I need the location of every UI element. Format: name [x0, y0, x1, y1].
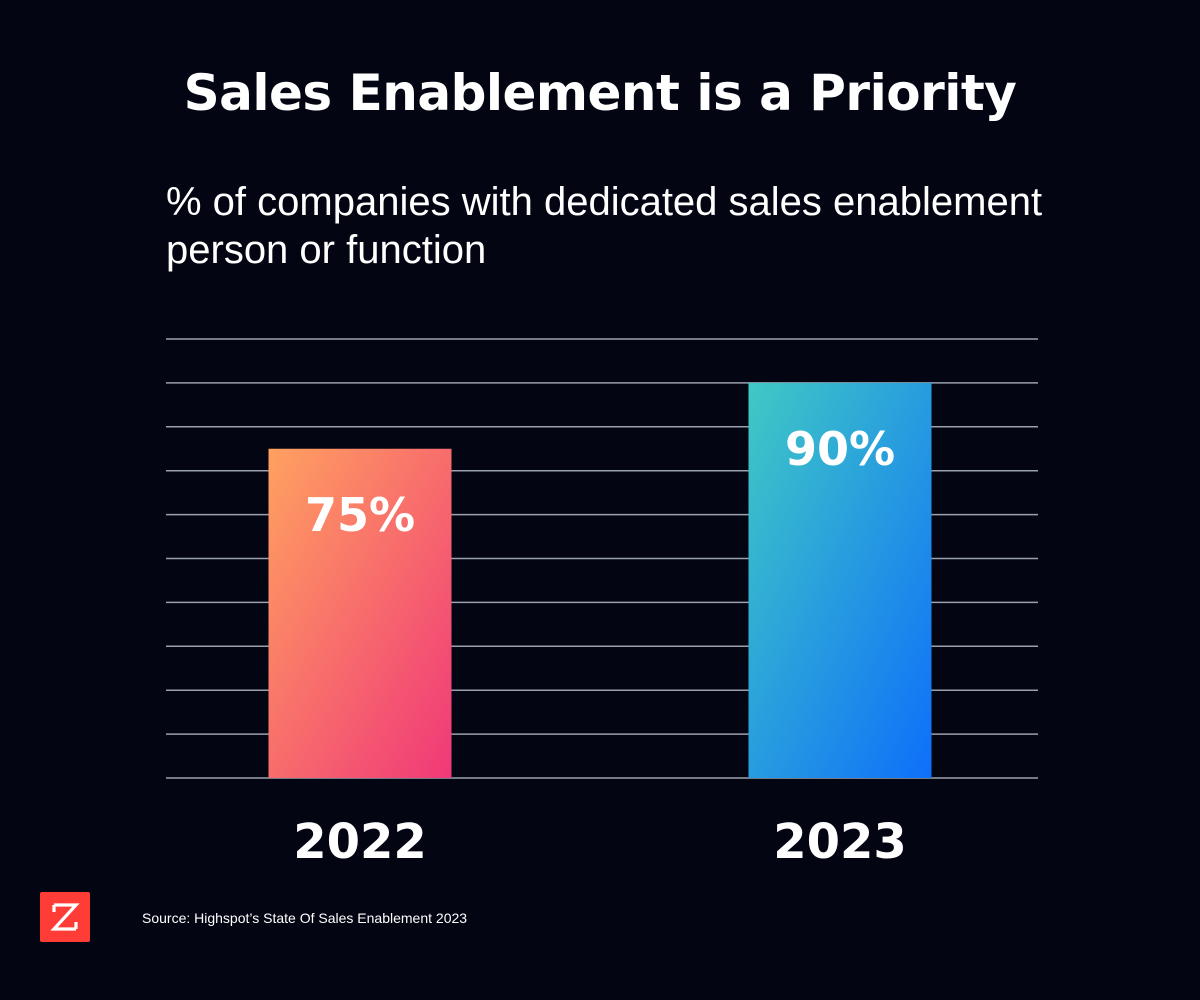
- x-tick-2022: 2022: [293, 814, 427, 870]
- chart-subtitle: % of companies with dedicated sales enab…: [166, 180, 1043, 272]
- chart-title: Sales Enablement is a Priority: [183, 64, 1017, 122]
- bar-2023: [748, 382, 932, 778]
- zoominfo-z-logo-icon: [40, 892, 90, 942]
- source-note: Source: Highspot’s State Of Sales Enable…: [142, 910, 468, 926]
- data-label-2022: 75%: [305, 488, 415, 542]
- bars: [268, 382, 932, 778]
- data-labels: 75% 90%: [305, 422, 895, 542]
- data-label-2023: 90%: [785, 422, 895, 476]
- x-tick-2023: 2023: [773, 814, 907, 870]
- x-axis-ticks: 2022 2023: [293, 814, 907, 870]
- bar-2022: [268, 448, 452, 778]
